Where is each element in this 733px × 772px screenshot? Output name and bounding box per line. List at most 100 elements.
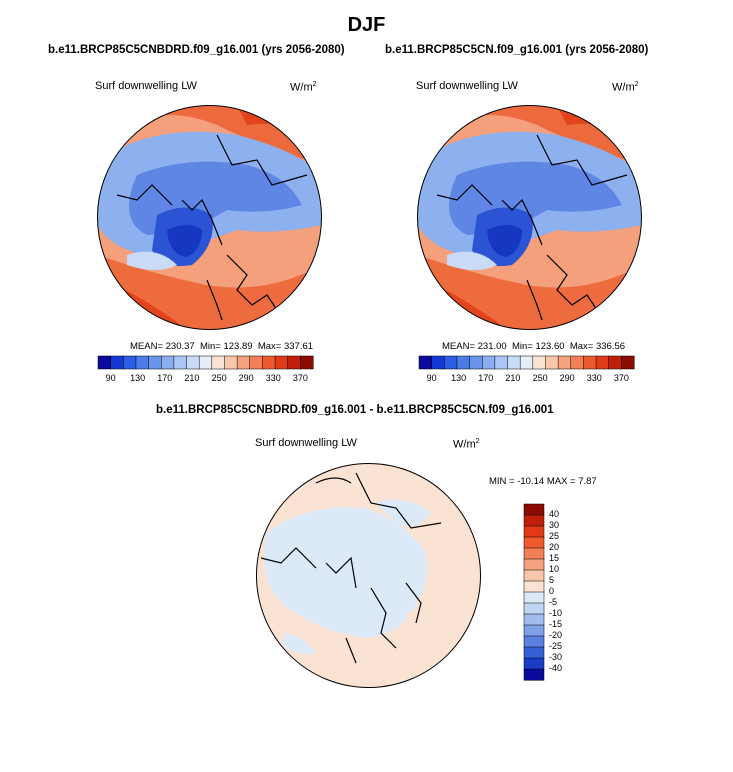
panel-1-colorbar-ticks: 90 130 170 210 250 290 330 370	[98, 373, 313, 385]
diff-panel-map	[256, 463, 481, 688]
panel-1-units: W/m2	[290, 81, 317, 94]
panel-2-stats: MEAN= 231.00 Min= 123.60 Max= 336.56	[442, 341, 626, 352]
colorbar-swatch	[198, 355, 213, 370]
colorbar-swatch	[507, 355, 521, 370]
colorbar-tick-label: -25	[549, 641, 563, 651]
colorbar-swatch	[519, 355, 534, 370]
map-coastlines	[260, 472, 442, 664]
colorbar-swatch	[523, 558, 545, 571]
colorbar-tick-label: 250	[211, 373, 227, 383]
panel-1-colorbar	[97, 355, 314, 370]
map-field-neg-sw	[281, 633, 316, 655]
colorbar-swatch	[557, 355, 572, 370]
colorbar-swatch	[523, 591, 545, 604]
colorbar-swatch	[173, 355, 188, 370]
colorbar-swatch	[608, 355, 622, 370]
colorbar-tick-label: 170	[478, 373, 494, 383]
colorbar-swatch	[135, 355, 150, 370]
colorbar-swatch	[523, 668, 545, 681]
diff-panel-variable: Surf downwelling LW	[255, 437, 357, 449]
colorbar-swatch	[494, 355, 509, 370]
colorbar-swatch	[523, 547, 545, 560]
colorbar-swatch	[418, 355, 433, 370]
colorbar-swatch	[523, 514, 545, 527]
map-coastlines	[116, 134, 308, 321]
colorbar-swatch	[523, 613, 545, 626]
colorbar-swatch	[570, 355, 584, 370]
map-border	[256, 463, 481, 688]
colorbar-swatch	[236, 355, 251, 370]
colorbar-swatch	[148, 355, 162, 370]
colorbar-tick-label: 330	[586, 373, 602, 383]
colorbar-swatch	[523, 580, 545, 593]
colorbar-swatch	[224, 355, 238, 370]
colorbar-tick-label: -40	[549, 663, 563, 673]
panel-2-title: b.e11.BRCP85C5CN.f09_g16.001 (yrs 2056-2…	[385, 44, 649, 56]
map-field-neg-core	[264, 507, 428, 638]
colorbar-swatch	[249, 355, 263, 370]
colorbar-swatch	[274, 355, 289, 370]
colorbar-tick-label: -15	[549, 619, 563, 629]
colorbar-tick-label: 370	[613, 373, 629, 383]
map-border	[97, 105, 322, 330]
colorbar-swatch	[523, 646, 545, 659]
colorbar-tick-label: 5	[549, 575, 555, 585]
colorbar-tick-label: -5	[549, 597, 558, 607]
colorbar-swatch	[545, 355, 559, 370]
colorbar-swatch	[444, 355, 458, 370]
colorbar-swatch	[160, 355, 175, 370]
panel-2-colorbar-ticks: 90 130 170 210 250 290 330 370	[419, 373, 634, 385]
colorbar-tick-label: 90	[426, 373, 437, 383]
colorbar-tick-label: 250	[532, 373, 548, 383]
panel-1-map	[97, 105, 322, 330]
colorbar-swatch	[431, 355, 445, 370]
colorbar-swatch	[456, 355, 471, 370]
colorbar-tick-label: 330	[265, 373, 281, 383]
colorbar-tick-label: -10	[549, 608, 563, 618]
colorbar-tick-label: -20	[549, 630, 563, 640]
panel-2-map	[417, 105, 642, 330]
colorbar-swatch	[523, 503, 545, 516]
panel-1-variable: Surf downwelling LW	[95, 80, 197, 92]
colorbar-swatch	[300, 355, 314, 370]
colorbar-tick-label: 15	[549, 553, 560, 563]
colorbar-tick-label: 0	[549, 586, 555, 596]
colorbar-swatch	[123, 355, 137, 370]
colorbar-tick-label: 90	[105, 373, 116, 383]
colorbar-tick-label: 290	[238, 373, 254, 383]
panel-1-title: b.e11.BRCP85C5CNBDRD.f09_g16.001 (yrs 20…	[48, 44, 345, 56]
colorbar-swatch	[523, 536, 545, 549]
map-field-transition	[447, 251, 497, 270]
panel-2-variable: Surf downwelling LW	[416, 80, 518, 92]
map-field-greenland-min	[487, 225, 522, 257]
panel-1-stats: MEAN= 230.37 Min= 123.89 Max= 337.61	[130, 341, 314, 352]
colorbar-swatch	[287, 355, 301, 370]
colorbar-swatch	[523, 569, 545, 582]
colorbar-tick-label: 130	[451, 373, 467, 383]
colorbar-swatch	[262, 355, 276, 370]
colorbar-tick-label: 130	[130, 373, 146, 383]
map-field-pos-patch	[406, 613, 446, 642]
colorbar-tick-label: 210	[505, 373, 521, 383]
map-coastlines	[436, 134, 628, 321]
panel-2-colorbar	[418, 355, 635, 370]
colorbar-swatch	[532, 355, 547, 370]
colorbar-tick-label: -30	[549, 652, 563, 662]
colorbar-swatch	[469, 355, 483, 370]
diff-panel-title: b.e11.BRCP85C5CNBDRD.f09_g16.001 - b.e11…	[156, 404, 554, 416]
diff-panel-stats: MIN = -10.14 MAX = 7.87	[489, 476, 597, 487]
colorbar-swatch	[97, 355, 112, 370]
colorbar-swatch	[481, 355, 496, 370]
colorbar-tick-label: 170	[157, 373, 173, 383]
colorbar-tick-label: 290	[559, 373, 575, 383]
colorbar-swatch	[523, 624, 545, 637]
colorbar-tick-label: 40	[549, 509, 560, 519]
colorbar-swatch	[595, 355, 610, 370]
colorbar-swatch	[523, 657, 545, 670]
colorbar-swatch	[110, 355, 124, 370]
colorbar-tick-label: 210	[184, 373, 200, 383]
colorbar-swatch	[523, 525, 545, 538]
diff-panel-colorbar	[523, 503, 545, 681]
panel-2-units: W/m2	[612, 81, 639, 94]
colorbar-tick-label: 10	[549, 564, 560, 574]
